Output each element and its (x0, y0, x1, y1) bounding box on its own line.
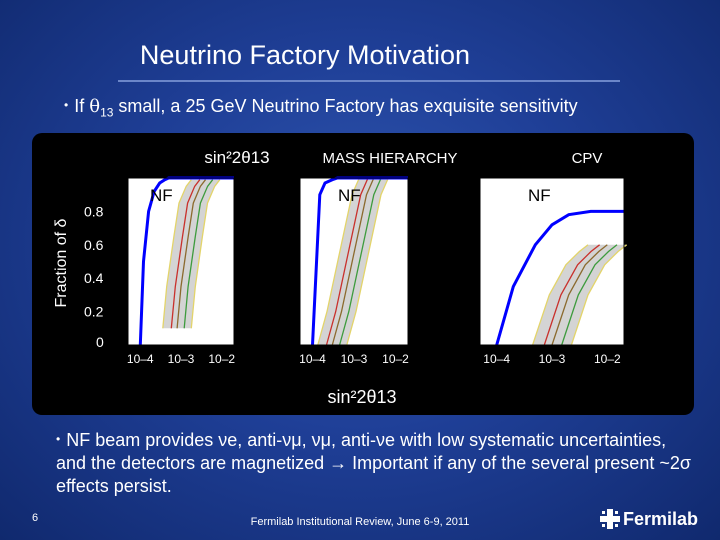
footer-text: Fermilab Institutional Review, June 6-9,… (250, 516, 470, 528)
y-tick-label: 0.6 (84, 237, 104, 253)
panel-frame (479, 177, 625, 346)
bullet-1-pre: If (74, 96, 90, 116)
nf-label: NF (150, 186, 173, 205)
title-rule (118, 80, 620, 82)
panel-title: CPV (572, 150, 603, 167)
conventional-curve (317, 177, 360, 346)
figure-panel: Fraction of δ 0 0.2 0.4 0.6 0.8 NF Conventional… (32, 133, 694, 415)
y-tick-label: 0.2 (84, 304, 104, 320)
bullet-dot-icon: • (64, 98, 69, 112)
conventional-beams-label: Conventional Beams (250, 228, 280, 331)
y-tick-label: 0 (96, 334, 104, 350)
x-tick-label: 10–3 (168, 352, 195, 366)
x-tick-label: 10–2 (382, 352, 409, 366)
sensitivity-chart: Fraction of δ 0 0.2 0.4 0.6 0.8 NF Conventional… (53, 148, 670, 407)
y-axis-label: Fraction of δ (53, 218, 70, 307)
bullet-1: • If θ13 small, a 25 GeV Neutrino Factory… (64, 96, 578, 120)
fermilab-logo: Fermilab (600, 508, 698, 530)
conventional-curve (331, 177, 375, 346)
bullet-2-text: NF beam provides νe, anti-νμ, νμ, anti-ν… (56, 430, 691, 496)
bullet-1-sub: 13 (100, 105, 114, 120)
conventional-curve (570, 244, 628, 346)
conventional-curve (176, 179, 207, 329)
page-number: 6 (32, 512, 39, 524)
conventional-band (532, 244, 627, 345)
x-tick-label: 10–3 (341, 352, 368, 366)
conventional-curve (531, 244, 589, 346)
conventional-curve (162, 179, 192, 329)
nf-label: NF (528, 186, 551, 205)
bullet-2: • NF beam provides νe, anti-νμ, νμ, anti-… (56, 428, 696, 498)
nf-label: NF (338, 186, 361, 205)
x-tick-label: 10–2 (594, 352, 621, 366)
panel-frame (127, 177, 235, 346)
conventional-curve (325, 177, 369, 346)
conventional-curve (561, 244, 618, 346)
x-tick-label: 10–4 (127, 352, 154, 366)
conventional-beams-label: Conventional Beams (448, 228, 478, 331)
conventional-curve (346, 177, 389, 346)
fermilab-icon (600, 509, 620, 529)
x-tick-label: 10–3 (539, 352, 566, 366)
panel-title: sin²2θ13 (204, 148, 269, 167)
conventional-curve (338, 177, 382, 346)
nf-curve (495, 209, 624, 346)
y-tick-label: 0.4 (84, 270, 104, 286)
conventional-curve (551, 244, 608, 346)
bullet-1-theta: θ (89, 96, 101, 117)
x-tick-label: 10–4 (299, 352, 326, 366)
conventional-beams-label: Conventional Beams (640, 228, 670, 331)
conventional-curve (170, 179, 201, 329)
y-tick-label: 0.8 (84, 203, 104, 219)
x-tick-label: 10–2 (208, 352, 235, 366)
fermilab-wordmark: Fermilab (623, 508, 699, 529)
x-tick-label: 10–4 (483, 352, 510, 366)
panel-title: MASS HIERARCHY (322, 150, 457, 167)
conventional-curve (183, 179, 214, 329)
panel-frame (299, 177, 409, 346)
x-axis-label: sin²2θ13 (327, 387, 396, 407)
bullet-dot-icon: • (56, 432, 61, 446)
bullet-1-post: small, a 25 GeV Neutrino Factory has exq… (113, 96, 578, 116)
conventional-band (317, 178, 389, 345)
slide-title: Neutrino Factory Motivation (139, 40, 471, 70)
conventional-curve (190, 179, 221, 329)
conventional-curve (543, 244, 600, 346)
